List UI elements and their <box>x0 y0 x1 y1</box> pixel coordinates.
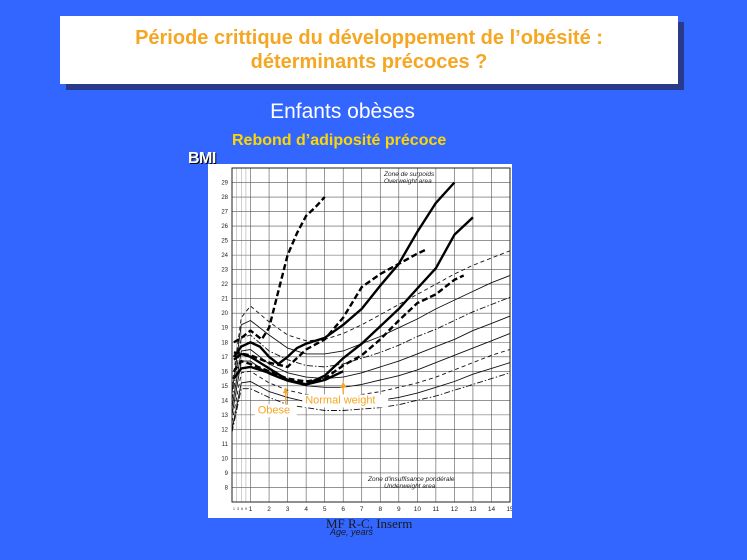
title-line-2: déterminants précoces ? <box>250 51 488 73</box>
x-tick-label: 15 <box>506 506 512 513</box>
x-tick-label: 6 <box>341 506 345 513</box>
y-tick-label: 26 <box>221 224 228 230</box>
plot-border <box>231 167 511 503</box>
x-tick-label: 13 <box>469 506 477 513</box>
title-box: Période crittique du développement de l’… <box>60 16 678 84</box>
y-tick-label: 10 <box>221 456 228 462</box>
annotation-arrowhead <box>282 387 289 394</box>
chart-subtitle-highlight: Rebond d’adiposité précoce <box>232 132 447 149</box>
y-tick-label: 8 <box>225 485 229 491</box>
y-tick-label: 12 <box>221 427 228 433</box>
chart-background <box>208 164 512 518</box>
y-tick-label: 9 <box>225 471 229 477</box>
x-tick-label: 11 <box>432 506 439 513</box>
y-tick-label: 11 <box>222 442 229 448</box>
x-tick-label: 1 <box>249 506 253 513</box>
reference-curve <box>231 372 511 433</box>
x-minor-tick-label: 1 <box>233 507 235 511</box>
x-axis-label: Age, years <box>330 527 374 537</box>
reference-curve <box>231 296 511 401</box>
annotation-arrowhead <box>340 381 347 388</box>
bmi-series-line <box>232 365 344 386</box>
y-tick-label: 27 <box>221 210 228 216</box>
y-tick-label: 28 <box>221 195 228 201</box>
x-minor-tick-label: 9 <box>245 507 247 511</box>
y-tick-label: 21 <box>221 297 228 303</box>
y-tick-label: 29 <box>221 181 228 187</box>
x-tick-label: 3 <box>286 506 290 513</box>
y-tick-label: 18 <box>221 340 228 346</box>
y-tick-label: 16 <box>221 369 228 375</box>
zone-upper-label-2: Overweight area <box>384 178 432 185</box>
bmi-series-line <box>232 274 465 383</box>
bmi-series-line <box>233 196 326 344</box>
x-tick-label: 14 <box>488 506 496 513</box>
zone-lower-label-1: Zone d'insuffisance pondérale <box>367 476 455 483</box>
x-tick-label: 12 <box>451 506 459 513</box>
x-tick-label: 2 <box>267 506 271 513</box>
annotation-obese: Obese <box>258 404 290 416</box>
annotation-label-bg <box>254 404 297 418</box>
x-minor-tick-label: 6 <box>241 507 243 511</box>
y-axis-label: BMI <box>188 150 216 167</box>
x-tick-label: 10 <box>414 506 422 513</box>
y-tick-label: 19 <box>221 326 228 332</box>
y-tick-label: 17 <box>221 355 228 361</box>
annotation-label-bg <box>302 394 389 408</box>
x-tick-label: 7 <box>360 506 364 513</box>
y-tick-label: 25 <box>221 239 228 245</box>
y-tick-label: 20 <box>221 311 228 317</box>
x-tick-label: 4 <box>304 506 308 513</box>
title-line-1: Période crittique du développement de l’… <box>135 27 603 49</box>
credit: MF R-C, Inserm <box>326 516 413 531</box>
y-tick-label: 23 <box>221 268 228 274</box>
data-series <box>232 181 474 386</box>
annotation-normal-weight: Normal weight <box>305 394 375 406</box>
chart-subtitle: Enfants obèses <box>270 100 415 123</box>
chart-grid <box>231 167 511 503</box>
y-tick-label: 15 <box>221 384 228 390</box>
zone-lower-label-2: Underweight area <box>384 483 436 490</box>
axis-labels: 8910111213141516171819202122232425262728… <box>221 181 512 513</box>
x-tick-label: 8 <box>378 506 382 513</box>
reference-curve <box>231 250 511 386</box>
y-tick-label: 24 <box>221 253 228 259</box>
x-minor-tick-label: 3 <box>237 507 239 511</box>
y-tick-label: 14 <box>221 398 228 404</box>
annotations: Normal weight Obese <box>254 381 389 418</box>
y-tick-label: 13 <box>221 413 228 419</box>
zone-upper-label-1: Zone de surpoids <box>383 171 435 178</box>
bmi-series-line <box>233 216 474 386</box>
x-tick-label: 5 <box>323 506 327 513</box>
bmi-series-line <box>232 181 456 366</box>
y-tick-label: 22 <box>221 282 228 288</box>
x-tick-label: 9 <box>397 506 401 513</box>
